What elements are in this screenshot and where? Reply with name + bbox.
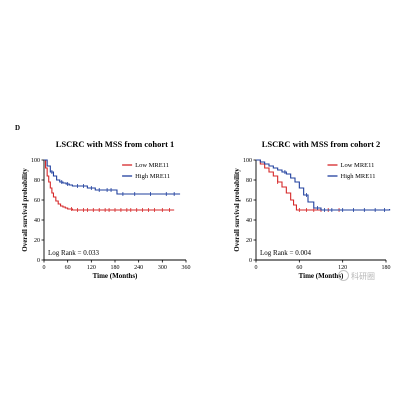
y-tick-label: 20 — [246, 238, 252, 244]
series-low-mre11 — [44, 159, 175, 212]
y-tick-label: 100 — [31, 158, 40, 164]
series-high-mre11 — [256, 159, 391, 212]
x-tick-label: 360 — [182, 265, 191, 271]
legend-label: High MRE11 — [135, 173, 170, 180]
y-axis-label: Overall survival probability — [233, 168, 241, 252]
survival-curve — [256, 159, 350, 211]
km-chart-cohort-2: LSCRC with MSS from cohort 2 0 60 120 180 0 20… — [222, 130, 396, 280]
survival-curve — [44, 159, 175, 211]
y-tick-label: 20 — [34, 238, 40, 244]
x-tick-label: 240 — [134, 265, 143, 271]
panel-letter: D — [15, 124, 21, 132]
chart-title: LSCRC with MSS from cohort 1 — [56, 139, 175, 149]
legend-label: High MRE11 — [341, 173, 376, 180]
watermark: 科研圈 — [338, 270, 375, 282]
km-chart-cohort-1: LSCRC with MSS from cohort 1 0 60 120 180 240… — [10, 130, 196, 280]
x-tick-label: 300 — [158, 265, 167, 271]
y-tick-label: 100 — [243, 158, 252, 164]
series-low-mre11 — [256, 159, 350, 212]
survival-curve — [44, 159, 181, 195]
chart-svg: LSCRC with MSS from cohort 2 0 60 120 180 0 20… — [233, 139, 391, 280]
x-axis-label: Time (Months) — [299, 272, 344, 280]
logrank-annotation: Log Rank = 0.004 — [260, 249, 311, 257]
y-tick-label: 80 — [34, 178, 40, 184]
x-tick-label: 60 — [65, 265, 71, 271]
y-tick-label: 60 — [34, 198, 40, 204]
watermark-text: 科研圈 — [351, 272, 375, 281]
x-tick-label: 0 — [255, 265, 258, 271]
x-axis-label: Time (Months) — [93, 272, 138, 280]
chart-title: LSCRC with MSS from cohort 2 — [262, 139, 381, 149]
x-tick-label: 180 — [382, 265, 391, 271]
x-tick-label: 120 — [87, 265, 96, 271]
series-high-mre11 — [44, 159, 181, 196]
x-tick-label: 60 — [296, 265, 302, 271]
y-tick-label: 40 — [34, 218, 40, 224]
y-tick-label: 0 — [249, 258, 252, 264]
y-tick-label: 0 — [37, 258, 40, 264]
watermark-logo-icon — [338, 270, 349, 281]
legend-label: Low MRE11 — [135, 162, 169, 169]
x-tick-label: 120 — [338, 265, 347, 271]
y-axis-label: Overall survival probability — [21, 168, 29, 252]
x-tick-label: 180 — [111, 265, 120, 271]
y-tick-label: 60 — [246, 198, 252, 204]
chart-svg: LSCRC with MSS from cohort 1 0 60 120 180 240… — [21, 139, 191, 280]
y-tick-label: 80 — [246, 178, 252, 184]
x-tick-label: 0 — [43, 265, 46, 271]
survival-curve — [256, 159, 391, 211]
legend-label: Low MRE11 — [341, 162, 375, 169]
logrank-annotation: Log Rank = 0.033 — [48, 249, 99, 257]
y-tick-label: 40 — [246, 218, 252, 224]
